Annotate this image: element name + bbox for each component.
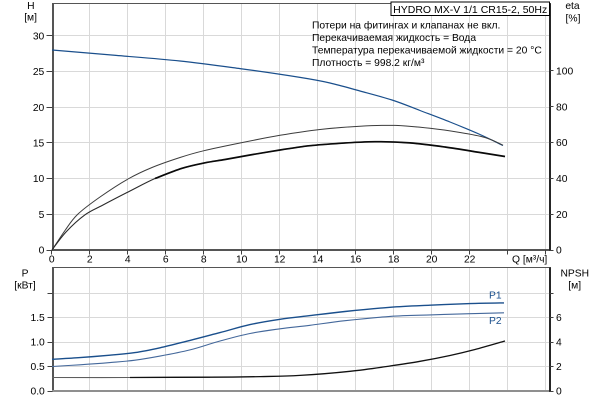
svg-text:16: 16 bbox=[350, 255, 362, 266]
svg-text:12: 12 bbox=[274, 255, 286, 266]
svg-text:P2: P2 bbox=[489, 316, 502, 327]
svg-text:H: H bbox=[27, 1, 34, 12]
svg-text:Q [м³/ч]: Q [м³/ч] bbox=[512, 255, 547, 266]
svg-text:0.0: 0.0 bbox=[30, 387, 45, 398]
svg-text:0: 0 bbox=[39, 246, 45, 257]
svg-text:4: 4 bbox=[125, 255, 131, 266]
svg-text:0: 0 bbox=[556, 387, 562, 398]
svg-text:HYDRO MX-V 1/1 CR15-2, 50Hz: HYDRO MX-V 1/1 CR15-2, 50Hz bbox=[393, 4, 547, 16]
svg-text:NPSH: NPSH bbox=[560, 268, 589, 279]
svg-text:6: 6 bbox=[163, 255, 169, 266]
svg-text:[%]: [%] bbox=[566, 13, 581, 24]
svg-text:4: 4 bbox=[556, 338, 562, 349]
svg-text:eta: eta bbox=[565, 1, 580, 12]
svg-text:8: 8 bbox=[201, 255, 207, 266]
svg-text:18: 18 bbox=[388, 255, 400, 266]
svg-text:6: 6 bbox=[556, 313, 562, 324]
svg-text:14: 14 bbox=[312, 255, 324, 266]
svg-text:20: 20 bbox=[33, 103, 45, 114]
svg-text:P: P bbox=[22, 268, 29, 279]
svg-text:1.0: 1.0 bbox=[30, 338, 45, 349]
svg-text:22: 22 bbox=[464, 255, 476, 266]
svg-text:20: 20 bbox=[556, 210, 568, 221]
svg-text:25: 25 bbox=[33, 67, 45, 78]
svg-text:100: 100 bbox=[556, 66, 573, 77]
svg-text:[м]: [м] bbox=[24, 13, 37, 24]
svg-text:5: 5 bbox=[39, 210, 45, 221]
svg-text:60: 60 bbox=[556, 138, 568, 149]
svg-text:Плотность = 998.2 кг/м³: Плотность = 998.2 кг/м³ bbox=[312, 58, 425, 69]
svg-text:Температура перекачиваемой жид: Температура перекачиваемой жидкости = 20… bbox=[312, 46, 542, 57]
svg-text:P1: P1 bbox=[489, 291, 502, 302]
svg-text:Перекачиваемая жидкость = Вода: Перекачиваемая жидкость = Вода bbox=[312, 33, 476, 44]
svg-text:[м]: [м] bbox=[568, 280, 581, 291]
svg-text:Потери на фитингах и клапанах: Потери на фитингах и клапанах не вкл. bbox=[312, 20, 500, 32]
svg-text:30: 30 bbox=[33, 31, 45, 42]
svg-text:2: 2 bbox=[87, 255, 93, 266]
svg-text:40: 40 bbox=[556, 174, 568, 185]
svg-text:1.5: 1.5 bbox=[30, 313, 45, 324]
svg-text:10: 10 bbox=[33, 174, 45, 185]
svg-text:15: 15 bbox=[33, 139, 45, 150]
svg-text:2: 2 bbox=[556, 362, 562, 373]
svg-text:0: 0 bbox=[556, 246, 562, 257]
svg-text:0: 0 bbox=[49, 255, 55, 266]
svg-text:0.5: 0.5 bbox=[30, 362, 45, 373]
svg-text:[кВт]: [кВт] bbox=[14, 280, 36, 291]
svg-text:80: 80 bbox=[556, 102, 568, 113]
svg-text:10: 10 bbox=[236, 255, 248, 266]
svg-text:20: 20 bbox=[426, 255, 438, 266]
